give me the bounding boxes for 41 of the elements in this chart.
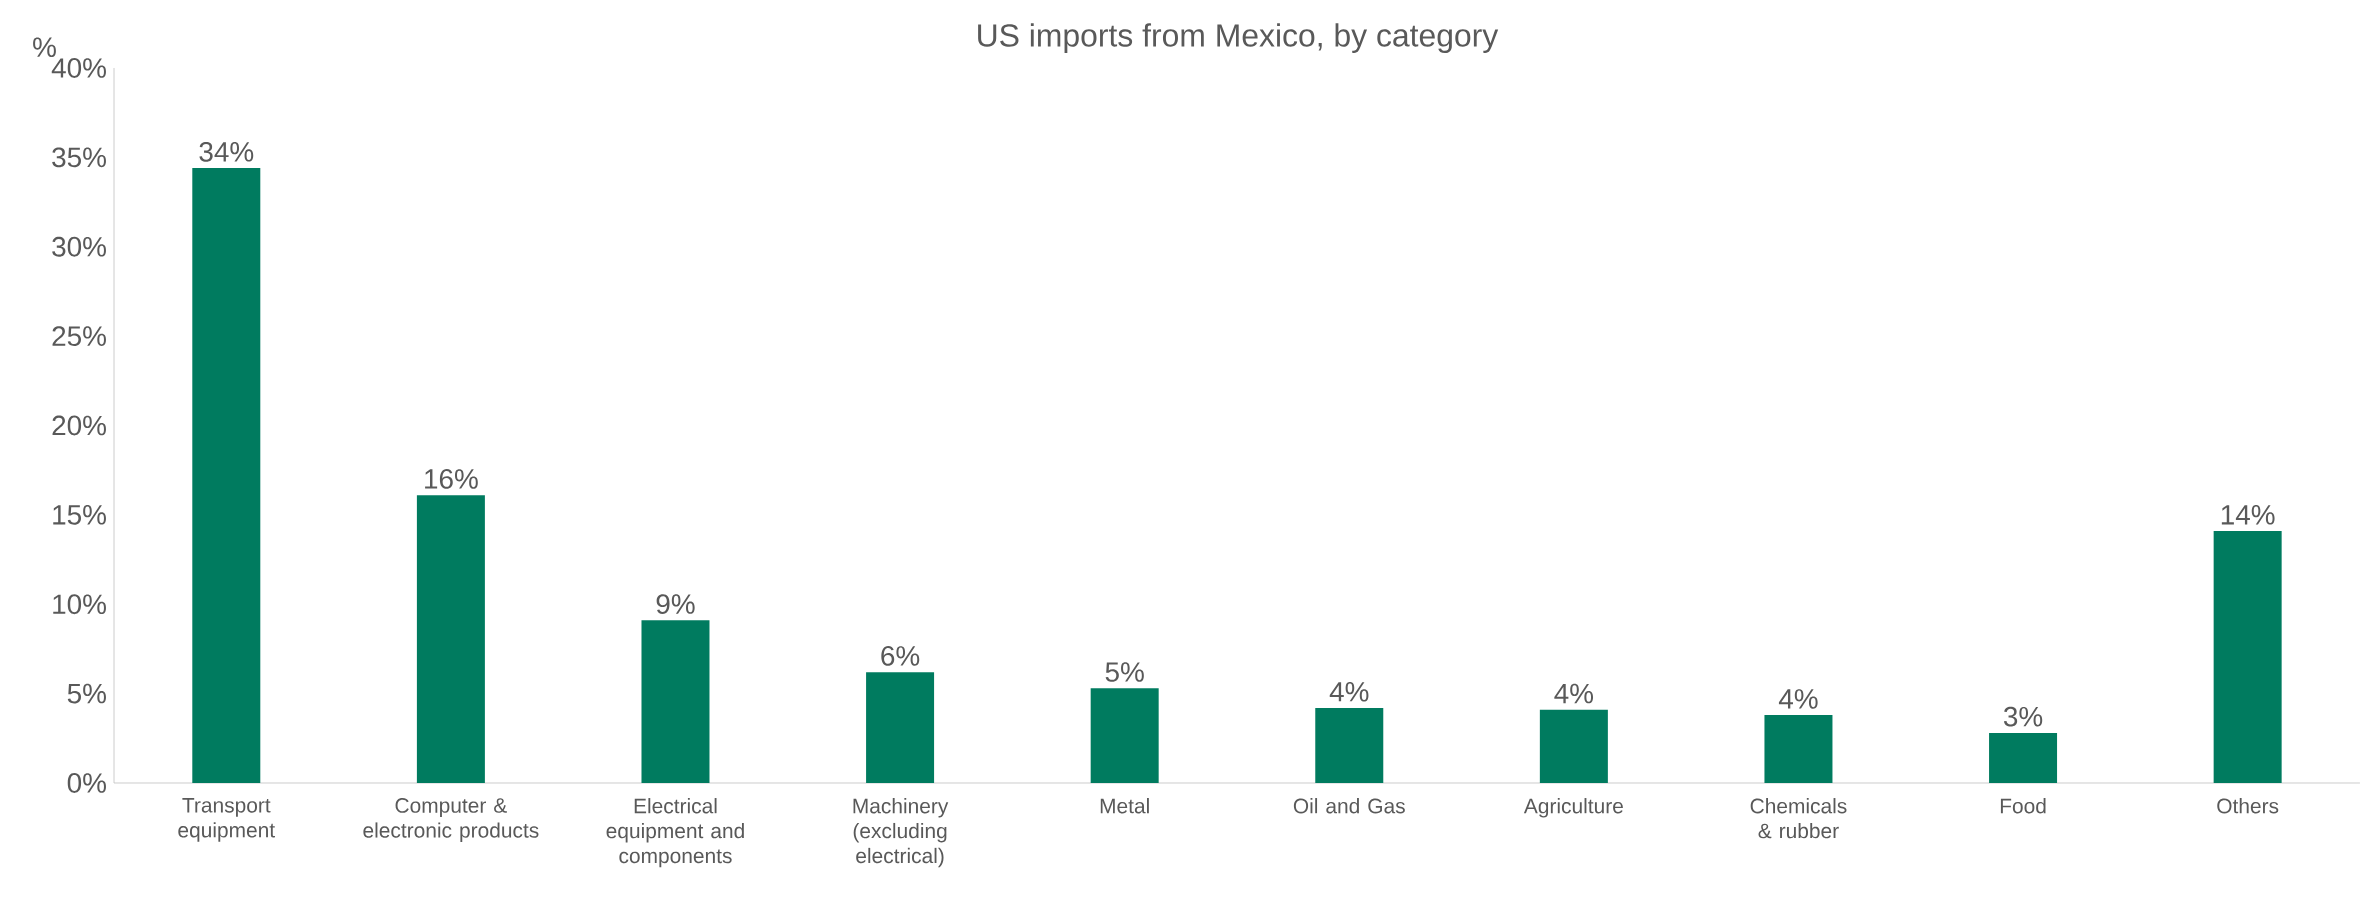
data-label: 34% xyxy=(199,141,254,162)
y-tick-label: 40% xyxy=(51,58,106,78)
y-tick-label: 15% xyxy=(53,505,106,525)
y-axis-title: % xyxy=(33,37,56,57)
x-tick-label: Metal xyxy=(1100,798,1149,814)
bar xyxy=(1315,707,1384,783)
data-label: 5% xyxy=(1105,662,1144,682)
data-label: 16% xyxy=(425,469,478,489)
data-label: 4% xyxy=(1778,689,1818,709)
x-tick-label: Oil and Gas xyxy=(1293,798,1405,814)
y-tick-label: 5% xyxy=(67,683,106,704)
data-label: 9% xyxy=(656,594,695,614)
bar xyxy=(866,672,935,783)
y-tick-label: 35% xyxy=(52,147,106,168)
bar xyxy=(1539,709,1608,783)
x-tick-label: Machinery (excluding electrical) xyxy=(853,798,949,868)
bar xyxy=(1764,715,1833,783)
bar xyxy=(1090,688,1159,783)
y-tick-label: 0% xyxy=(67,773,106,793)
x-tick-label: Agriculture xyxy=(1523,798,1623,818)
data-label: 14% xyxy=(2221,505,2275,525)
y-tick-label: 20% xyxy=(52,415,106,436)
data-label: 4% xyxy=(1329,681,1369,702)
y-tick-label: 10% xyxy=(53,594,106,615)
data-label: 3% xyxy=(2003,706,2043,727)
data-label: 4% xyxy=(1554,683,1594,704)
chart-title: US imports from Mexico, by category xyxy=(978,23,1499,54)
bar xyxy=(641,620,710,783)
bar xyxy=(1989,732,2058,783)
bar xyxy=(192,168,261,783)
bar xyxy=(416,495,485,783)
data-label: 6% xyxy=(881,646,920,666)
x-tick-label: Others xyxy=(2217,798,2279,814)
x-tick-label: Food xyxy=(2000,798,2046,814)
x-tick-label: Computer & electronic products xyxy=(363,798,539,842)
x-tick-label: Electrical equipment and components xyxy=(606,798,744,868)
y-tick-label: 25% xyxy=(52,326,106,347)
bar xyxy=(2213,530,2282,783)
x-tick-label: Chemicals & rubber xyxy=(1750,798,1847,839)
y-tick-label: 30% xyxy=(52,236,106,257)
x-tick-label: Transport equipment xyxy=(178,798,275,842)
